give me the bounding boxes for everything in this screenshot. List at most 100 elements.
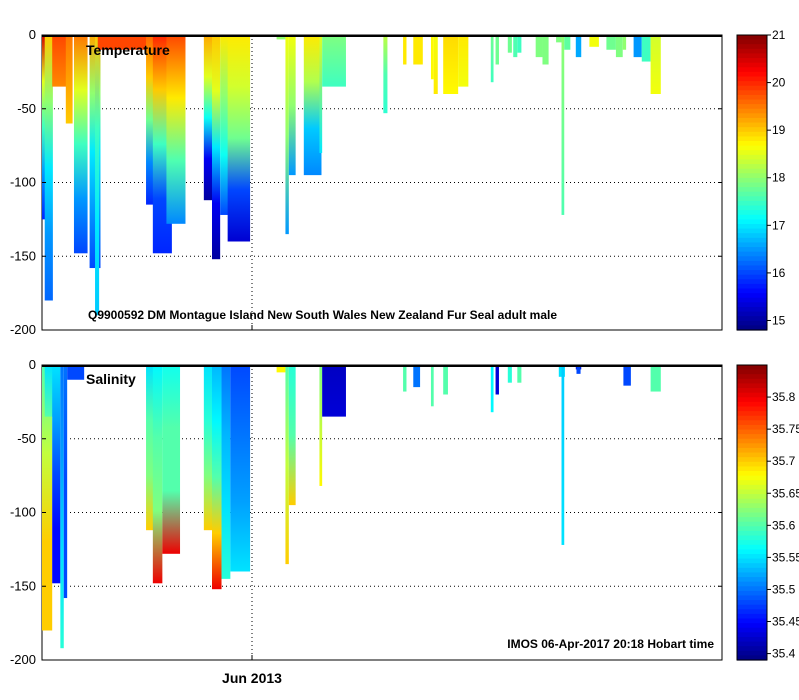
temperature-profile-bar: [650, 35, 661, 94]
salinity-title: Salinity: [86, 371, 136, 387]
salinity-colorbar: 35.8 35.75 35.7 35.65 35.6 35.55 35.5 35.45 35.4: [736, 364, 799, 661]
temperature-profile-bar: [146, 35, 157, 205]
salinity-y-tick-label: -200: [10, 652, 36, 667]
salinity-colorbar-segment: [737, 489, 767, 495]
temperature-profile-bar: [97, 35, 149, 50]
temperature-profile-bar: [490, 35, 494, 83]
salinity-colorbar-segment: [737, 636, 767, 643]
temperature-colorbar-segment: [737, 71, 767, 78]
temperature-profile-bar: [65, 35, 73, 124]
salinity-profile-bar: [146, 365, 157, 531]
salinity-colorbar-segment: [737, 466, 767, 472]
temperature-colorbar-tick-label: 16: [772, 266, 786, 280]
salinity-y-tick-label: -150: [10, 578, 36, 593]
temperature-profile-bar: [383, 35, 388, 114]
salinity-profile-bar: [67, 365, 85, 380]
salinity-colorbar-segment: [737, 374, 767, 380]
salinity-colorbar-segment: [737, 632, 767, 638]
temperature-profile-bar: [517, 35, 522, 53]
temperature-colorbar-segment: [737, 85, 767, 91]
salinity-colorbar-segment: [737, 567, 767, 574]
salinity-colorbar-segment: [737, 411, 767, 417]
salinity-profile-bar: [576, 365, 581, 374]
temperature-colorbar-segment: [737, 81, 767, 87]
temperature-profile-bar: [319, 35, 323, 153]
temperature-profile-bar: [633, 35, 642, 58]
salinity-profiles: [42, 365, 661, 649]
temperature-title: Temperature: [86, 42, 170, 58]
salinity-profile-bar: [44, 365, 53, 417]
temperature-profile-bar: [288, 35, 296, 176]
salinity-colorbar-tick-label: 35.6: [772, 518, 796, 532]
temperature-colorbar-segment: [737, 279, 767, 285]
salinity-colorbar-segment: [737, 392, 767, 398]
salinity-colorbar-segment: [737, 517, 767, 523]
temperature-colorbar-segment: [737, 62, 767, 68]
temperature-colorbar-segment: [737, 191, 767, 197]
temperature-y-tick-label: -150: [10, 248, 36, 263]
salinity-colorbar-tick-label: 35.4: [772, 647, 796, 661]
temperature-profile-bar: [403, 35, 407, 65]
salinity-colorbar-tick-label: 35.5: [772, 582, 796, 596]
salinity-colorbar-segment: [737, 544, 767, 550]
salinity-colorbar-segment: [737, 503, 767, 509]
salinity-colorbar-segment: [737, 613, 767, 620]
temperature-colorbar-segment: [737, 242, 767, 248]
temperature-colorbar-segment: [737, 58, 767, 64]
temperature-colorbar-segment: [737, 210, 767, 216]
temperature-colorbar-segment: [737, 150, 767, 156]
temperature-profile-bar: [89, 35, 101, 269]
salinity-colorbar-tick-label: 35.55: [772, 550, 799, 564]
temperature-colorbar-segment: [737, 90, 767, 96]
temperature-colorbar-tick-label: 21: [772, 28, 786, 42]
temperature-colorbar-segment: [737, 67, 767, 73]
salinity-colorbar-segment: [737, 526, 767, 532]
temperature-profile-bar: [495, 35, 499, 65]
salinity-profile-bar: [319, 365, 323, 486]
salinity-colorbar-segment: [737, 507, 767, 514]
salinity-colorbar-segment: [737, 590, 767, 597]
temperature-colorbar-segment: [737, 274, 767, 280]
salinity-colorbar-segment: [737, 530, 767, 537]
salinity-colorbar-segment: [737, 646, 767, 652]
imos-timestamp-annotation: IMOS 06-Apr-2017 20:18 Hobart time: [507, 637, 714, 651]
temperature-gridlines: [42, 35, 722, 330]
temperature-colorbar-segment: [737, 48, 767, 55]
salinity-colorbar-segment: [737, 461, 767, 468]
salinity-y-ticks: 0 -50 -100 -150 -200: [10, 357, 722, 667]
salinity-colorbar-segment: [737, 452, 767, 458]
salinity-colorbar-tick-label: 35.8: [772, 390, 796, 404]
temperature-colorbar-segment: [737, 53, 767, 59]
salinity-colorbar-segment: [737, 627, 767, 633]
temperature-colorbar-segment: [737, 164, 767, 170]
salinity-colorbar-segment: [737, 600, 767, 606]
temperature-colorbar-segment: [737, 76, 767, 82]
salinity-colorbar-segment: [737, 609, 767, 615]
temperature-profile-bar: [203, 35, 212, 201]
salinity-colorbar-segment: [737, 480, 767, 486]
temperature-colorbar-segment: [737, 200, 767, 207]
temperature-colorbar-segment: [737, 35, 767, 41]
temperature-profile-bar: [276, 35, 286, 40]
temperature-colorbar-segment: [737, 325, 767, 331]
salinity-colorbar-segment: [737, 498, 767, 504]
temperature-colorbar-segment: [737, 136, 767, 142]
salinity-colorbar-frame: [736, 364, 768, 661]
salinity-colorbar-segment: [737, 595, 767, 601]
temperature-colorbar-segment: [737, 302, 767, 308]
temperature-colorbar-segment: [737, 320, 767, 326]
salinity-y-tick-label: -100: [10, 505, 36, 520]
temperature-profile-bar: [641, 35, 651, 62]
temperature-colorbar-segment: [737, 196, 767, 202]
temperature-profile-bar: [227, 35, 251, 242]
salinity-profile-bar: [212, 365, 222, 590]
temperature-profile-bar: [507, 35, 512, 53]
salinity-y-tick-label: 0: [29, 357, 36, 372]
temperature-colorbar-segment: [737, 265, 767, 271]
salinity-profile-bar: [650, 365, 661, 392]
temperature-profile-bar: [212, 35, 221, 260]
salinity-colorbar-segment: [737, 424, 767, 431]
temperature-panel: 0 -50 -100 -150 -200 Temperature Q9900592 DM…: [10, 27, 786, 337]
temperature-colorbar-segment: [737, 177, 767, 184]
